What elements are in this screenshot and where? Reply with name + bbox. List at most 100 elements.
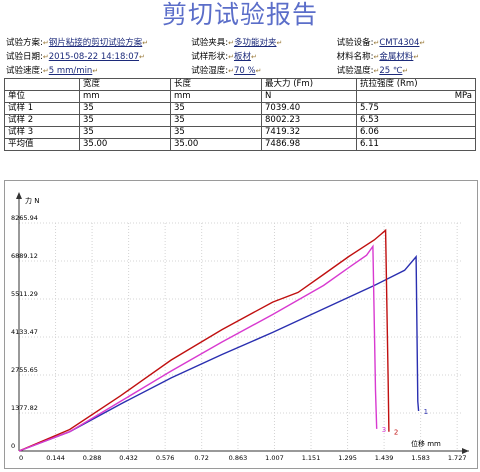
x-axis-arrow <box>462 448 469 454</box>
device-value: CMT4304 <box>379 38 420 48</box>
table-cell: 35 <box>79 102 171 115</box>
x-tick-label: 1.439 <box>375 454 394 462</box>
y-tick-label: 0 <box>11 442 15 450</box>
table-header-row: 宽度 长度 最大力 (Fm) 抗拉强度 (Rm) <box>4 78 476 91</box>
info-speed: 试验速度: ↵ 5 mm/min ↵ <box>6 66 99 76</box>
info-row-1: 试验方案: ↵ 钢片粘接的剪切试验方案 ↵ 试验夹具: ↵ 多功能对夹 ↵ 试验设备: ↵… <box>6 36 476 50</box>
table-row: 试样 2 35 35 8002.23 6.53 <box>4 114 476 127</box>
device-label: 试验设备: <box>336 38 374 48</box>
table-cell: 35 <box>170 126 262 139</box>
info-row-2: 试验日期: ↵ 2015-08-22 14:18:07 ↵ 试样形状: ↵ 板材 ↵ 材… <box>6 50 476 64</box>
series-line <box>18 244 378 452</box>
speed-label: 试验速度: <box>6 66 43 76</box>
y-axis-label: 力 N <box>25 196 39 205</box>
date-label: 试验日期: <box>6 52 43 62</box>
table-header-cell: 宽度 <box>79 78 171 91</box>
x-tick-label: 1.583 <box>411 454 430 462</box>
table-cell: 7486.98 <box>261 138 357 151</box>
info-shape: 试样形状: ↵ 板材 ↵ <box>191 52 257 62</box>
report-title: 剪切试验报告 <box>161 0 318 29</box>
table-cell: 8002.23 <box>261 114 357 127</box>
x-tick-label: 0 <box>19 454 23 462</box>
test-info: 试验方案: ↵ 钢片粘接的剪切试验方案 ↵ 试验夹具: ↵ 多功能对夹 ↵ 试验设备: ↵… <box>6 36 476 78</box>
table-cell: 7039.40 <box>261 102 357 115</box>
info-temperature: 试验温度: ↵ 25 ℃ ↵ <box>336 66 409 76</box>
table-cell: 35 <box>79 126 171 139</box>
series-label: 3 <box>382 426 386 434</box>
info-date: 试验日期: ↵ 2015-08-22 14:18:07 ↵ <box>6 52 145 62</box>
y-tick-label: 4133.47 <box>11 328 38 336</box>
x-tick-label: 0.288 <box>83 454 102 462</box>
info-humidity: 试验湿度: ↵ 70 % ↵ <box>191 66 262 76</box>
table-cell: 5.75 <box>356 102 476 115</box>
x-tick-label: 0.432 <box>119 454 138 462</box>
x-tick-label: 1.007 <box>265 454 284 462</box>
info-row-3: 试验速度: ↵ 5 mm/min ↵ 试验湿度: ↵ 70 % ↵ 试验温度: ↵ 25 … <box>6 64 476 78</box>
table-cell: mm <box>79 90 171 103</box>
x-tick-label: 0.863 <box>229 454 248 462</box>
table-header-cell <box>4 78 80 91</box>
y-tick-label: 2755.65 <box>11 366 38 374</box>
table-cell: 7419.32 <box>261 126 357 139</box>
table-cell: MPa <box>356 90 476 103</box>
y-tick-label: 8265.94 <box>11 214 38 222</box>
info-device: 试验设备: ↵ CMT4304 ↵ <box>336 38 426 48</box>
x-tick-label: 0.72 <box>194 454 208 462</box>
scheme-label: 试验方案: <box>6 38 43 48</box>
table-cell: 35.00 <box>170 138 262 151</box>
x-tick-label: 0.144 <box>46 454 65 462</box>
series-label: 1 <box>424 408 428 416</box>
y-tick-label: 5511.29 <box>11 290 38 298</box>
series-label: 2 <box>394 429 398 437</box>
fixture-value: 多功能对夹 <box>233 38 277 48</box>
info-material: 材料名称: ↵ 金属材料 ↵ <box>336 52 420 62</box>
x-tick-label: 0.576 <box>156 454 175 462</box>
table-cell: 6.11 <box>356 138 476 151</box>
table-cell: 35.00 <box>79 138 171 151</box>
table-cell: 35 <box>79 114 171 127</box>
shape-label: 试样形状: <box>191 52 229 62</box>
material-value: 金属材料 <box>379 52 414 62</box>
table-row: 平均值 35.00 35.00 7486.98 6.11 <box>4 138 476 151</box>
force-displacement-chart: 0 1377.82 2755.65 4133.47 5511.29 6889.12 8265… <box>4 180 478 469</box>
fixture-label: 试验夹具: <box>191 38 229 48</box>
humidity-label: 试验湿度: <box>191 66 229 76</box>
scheme-value: 钢片粘接的剪切试验方案 <box>48 38 143 48</box>
y-tick-label: 1377.82 <box>11 404 38 412</box>
temperature-value: 25 ℃ <box>379 66 403 76</box>
table-cell: 6.06 <box>356 126 476 139</box>
table-row: 试样 1 35 35 7039.40 5.75 <box>4 102 476 115</box>
x-tick-label: 1.727 <box>448 454 467 462</box>
series-line <box>18 254 420 452</box>
date-value: 2015-08-22 14:18:07 <box>48 52 140 62</box>
material-label: 材料名称: <box>336 52 374 62</box>
y-tick-label: 6889.12 <box>11 252 38 260</box>
speed-value: 5 mm/min <box>48 66 93 76</box>
table-header-cell: 最大力 (Fm) <box>261 78 357 91</box>
table-cell: 试样 1 <box>4 102 80 115</box>
table-cell: 6.53 <box>356 114 476 127</box>
series-line <box>18 228 390 452</box>
results-table: 宽度 长度 最大力 (Fm) 抗拉强度 (Rm) 单位 mm mm N MPa … <box>4 78 476 151</box>
table-cell: 35 <box>170 102 262 115</box>
info-fixture: 试验夹具: ↵ 多功能对夹 ↵ <box>191 38 283 48</box>
table-cell: 试样 3 <box>4 126 80 139</box>
table-cell: mm <box>170 90 262 103</box>
table-header-cell: 长度 <box>170 78 262 91</box>
humidity-value: 70 % <box>233 66 256 76</box>
table-cell: N <box>261 90 357 103</box>
y-axis-arrow <box>16 192 22 199</box>
table-cell: 试样 2 <box>4 114 80 127</box>
table-row: 试样 3 35 35 7419.32 6.06 <box>4 126 476 139</box>
table-cell: 平均值 <box>4 138 80 151</box>
chart-svg: 0 1377.82 2755.65 4133.47 5511.29 6889.12 8265… <box>11 192 469 462</box>
x-axis-label: 位移 mm <box>411 439 441 448</box>
info-scheme: 试验方案: ↵ 钢片粘接的剪切试验方案 ↵ <box>6 38 149 48</box>
x-tick-label: 1.151 <box>302 454 321 462</box>
table-header-cell: 抗拉强度 (Rm) <box>356 78 476 91</box>
table-cell: 单位 <box>4 90 80 103</box>
temperature-label: 试验温度: <box>336 66 374 76</box>
x-tick-label: 1.295 <box>338 454 357 462</box>
table-cell: 35 <box>170 114 262 127</box>
shape-value: 板材 <box>233 52 251 62</box>
